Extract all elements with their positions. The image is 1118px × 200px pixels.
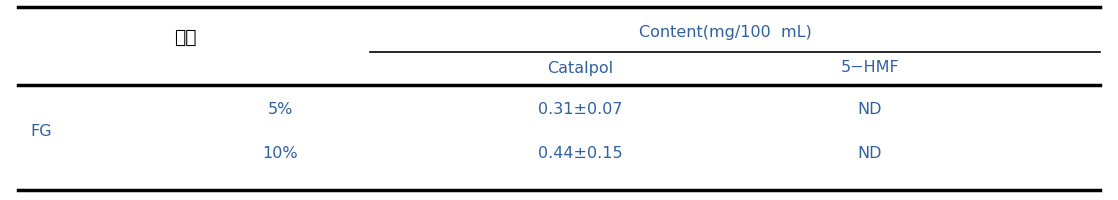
Text: FG: FG — [30, 124, 51, 140]
Text: 5%: 5% — [267, 102, 293, 117]
Text: 0.31±0.07: 0.31±0.07 — [538, 102, 623, 117]
Text: Catalpol: Catalpol — [547, 60, 613, 75]
Text: 5−HMF: 5−HMF — [841, 60, 899, 75]
Text: ND: ND — [858, 102, 882, 117]
Text: 식햘: 식햘 — [173, 27, 197, 46]
Text: 0.44±0.15: 0.44±0.15 — [538, 146, 623, 160]
Text: 10%: 10% — [263, 146, 297, 160]
Text: Content(mg/100  mL): Content(mg/100 mL) — [638, 24, 812, 40]
Text: ND: ND — [858, 146, 882, 160]
